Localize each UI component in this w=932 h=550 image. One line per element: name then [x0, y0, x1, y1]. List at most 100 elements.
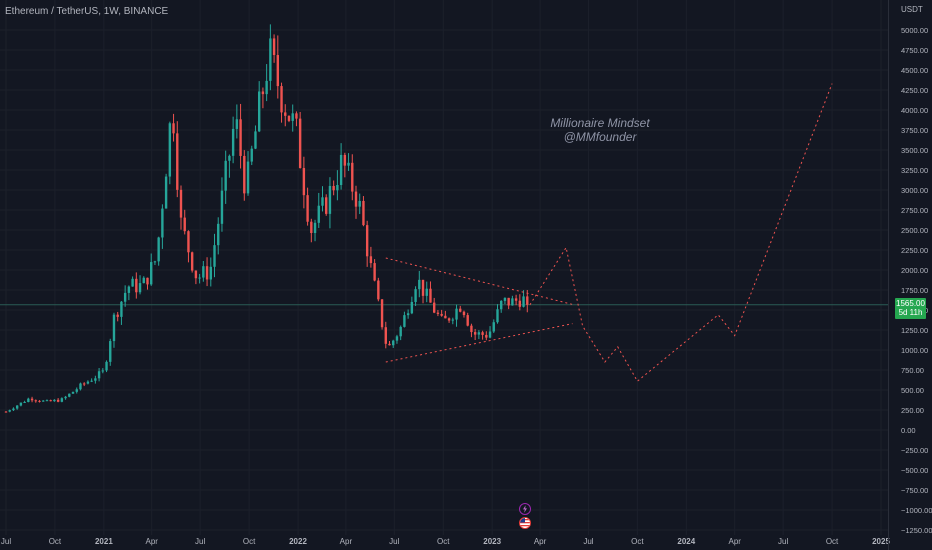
candle-body: [53, 399, 56, 402]
candle-body: [105, 361, 108, 371]
candle-body: [224, 160, 227, 191]
candle-body: [209, 266, 212, 280]
candle-body: [213, 245, 216, 267]
y-tick-label: 3250.00: [901, 166, 928, 175]
y-tick-label: 3500.00: [901, 146, 928, 155]
x-tick-label: Oct: [437, 537, 450, 546]
candle-body: [265, 80, 268, 95]
x-tick-label: Apr: [728, 537, 741, 546]
y-tick-label: −750.00: [901, 486, 928, 495]
candle-body: [4, 411, 8, 413]
y-tick-label: 0.00: [901, 426, 916, 435]
candle-body: [291, 113, 294, 121]
watermark-line-2: @MMfounder: [563, 130, 637, 144]
candle-body: [485, 334, 488, 338]
candle-body: [198, 277, 201, 279]
candle-body: [45, 400, 49, 402]
candle-body: [153, 261, 157, 263]
candle-body: [269, 38, 272, 81]
y-tick-label: 2750.00: [901, 206, 928, 215]
bar-countdown: 5d 11h: [898, 308, 923, 317]
candle-body: [94, 378, 97, 381]
candle-body: [176, 133, 179, 190]
candle-body: [150, 262, 153, 285]
candle-body: [261, 91, 265, 95]
x-tick-label: Jul: [778, 537, 788, 546]
candle-body: [120, 301, 123, 317]
triangle-lower-line: [385, 323, 573, 363]
candle-body: [298, 118, 302, 169]
candle-body: [12, 408, 15, 411]
candle-body: [336, 184, 339, 191]
candle-body: [239, 119, 242, 156]
candle-body: [235, 119, 239, 129]
x-tick-label: Apr: [146, 537, 159, 546]
candle-body: [23, 401, 26, 403]
candle-body: [250, 148, 253, 162]
candle-body: [462, 311, 466, 316]
x-tick-label: 2022: [289, 537, 307, 546]
candle-body: [339, 154, 343, 185]
candle-body: [71, 391, 75, 394]
candle-body: [481, 332, 484, 335]
candle-body: [131, 278, 134, 287]
forecast-path-line: [529, 83, 833, 382]
candle-body: [30, 398, 34, 401]
candle-body: [511, 298, 514, 306]
candle-body: [399, 326, 402, 337]
x-tick-label: Oct: [826, 537, 839, 546]
y-tick-label: 4000.00: [901, 106, 928, 115]
candle-body: [343, 154, 347, 166]
watermark-line-1: Millionaire Mindset: [550, 116, 650, 130]
candle-body: [34, 400, 37, 402]
candle-body: [68, 393, 71, 397]
candle-body: [280, 86, 283, 113]
x-tick-label: 2023: [483, 537, 501, 546]
candle-body: [187, 231, 190, 253]
candle-body: [507, 297, 510, 306]
x-tick-label: 2025: [872, 537, 890, 546]
candle-body: [146, 277, 149, 285]
candle-body: [403, 315, 406, 327]
candle-body: [369, 256, 373, 264]
candle-body: [109, 341, 112, 362]
candle-body: [473, 332, 477, 335]
y-tick-label: 750.00: [901, 366, 924, 375]
candle-body: [56, 399, 60, 402]
candle-body: [49, 400, 52, 402]
x-tick-label: Jul: [389, 537, 399, 546]
triangle-upper-line: [385, 257, 573, 305]
candle-body: [388, 343, 391, 346]
candle-body: [488, 331, 492, 338]
y-tick-label: −250.00: [901, 446, 928, 455]
y-tick-label: 2250.00: [901, 246, 928, 255]
y-tick-label: 5000.00: [901, 26, 928, 35]
candle-body: [287, 115, 291, 121]
symbol-title[interactable]: Ethereum / TetherUS, 1W, BINANCE: [5, 6, 169, 17]
y-tick-label: 1000.00: [901, 346, 928, 355]
candle-body: [86, 381, 90, 384]
candle-body: [377, 280, 380, 300]
candle-body: [354, 191, 358, 207]
x-tick-label: Apr: [534, 537, 547, 546]
candle-body: [42, 400, 45, 402]
candle-body: [410, 301, 414, 314]
lightning-icon[interactable]: [519, 503, 531, 515]
candle-body: [8, 410, 11, 412]
candle-body: [183, 217, 186, 232]
candle-body: [325, 197, 328, 214]
candle-body: [127, 286, 131, 293]
candle-body: [123, 292, 127, 302]
candle-body: [82, 383, 86, 385]
candle-body: [492, 322, 495, 332]
candle-body: [257, 91, 261, 132]
x-tick-label: Jul: [195, 537, 205, 546]
candle-body: [477, 332, 481, 335]
us-flag-icon[interactable]: [519, 517, 531, 529]
candle-body: [231, 128, 235, 156]
candle-body: [220, 190, 224, 224]
candle-body: [414, 289, 417, 302]
candle-body: [101, 370, 105, 372]
x-tick-label: Jul: [1, 537, 11, 546]
